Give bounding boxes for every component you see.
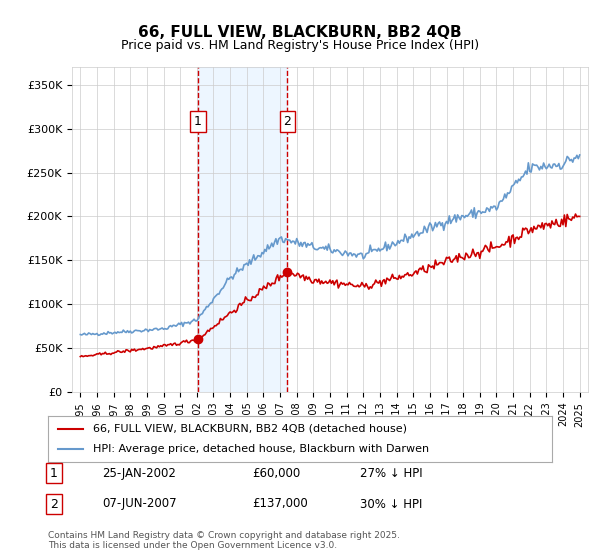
Text: 66, FULL VIEW, BLACKBURN, BB2 4QB: 66, FULL VIEW, BLACKBURN, BB2 4QB <box>138 25 462 40</box>
Text: £137,000: £137,000 <box>252 497 308 511</box>
Text: HPI: Average price, detached house, Blackburn with Darwen: HPI: Average price, detached house, Blac… <box>94 444 430 454</box>
Text: 2: 2 <box>283 115 292 128</box>
Text: 30% ↓ HPI: 30% ↓ HPI <box>360 497 422 511</box>
Text: £60,000: £60,000 <box>252 466 300 480</box>
Text: 1: 1 <box>194 115 202 128</box>
Text: 27% ↓ HPI: 27% ↓ HPI <box>360 466 422 480</box>
Bar <box>198 67 287 392</box>
Text: 1: 1 <box>50 466 58 480</box>
Text: Contains HM Land Registry data © Crown copyright and database right 2025.
This d: Contains HM Land Registry data © Crown c… <box>48 530 400 550</box>
Text: 66, FULL VIEW, BLACKBURN, BB2 4QB (detached house): 66, FULL VIEW, BLACKBURN, BB2 4QB (detac… <box>94 424 407 434</box>
Text: 2: 2 <box>50 497 58 511</box>
Text: Price paid vs. HM Land Registry's House Price Index (HPI): Price paid vs. HM Land Registry's House … <box>121 39 479 52</box>
Text: 07-JUN-2007: 07-JUN-2007 <box>102 497 176 511</box>
Text: 25-JAN-2002: 25-JAN-2002 <box>102 466 176 480</box>
